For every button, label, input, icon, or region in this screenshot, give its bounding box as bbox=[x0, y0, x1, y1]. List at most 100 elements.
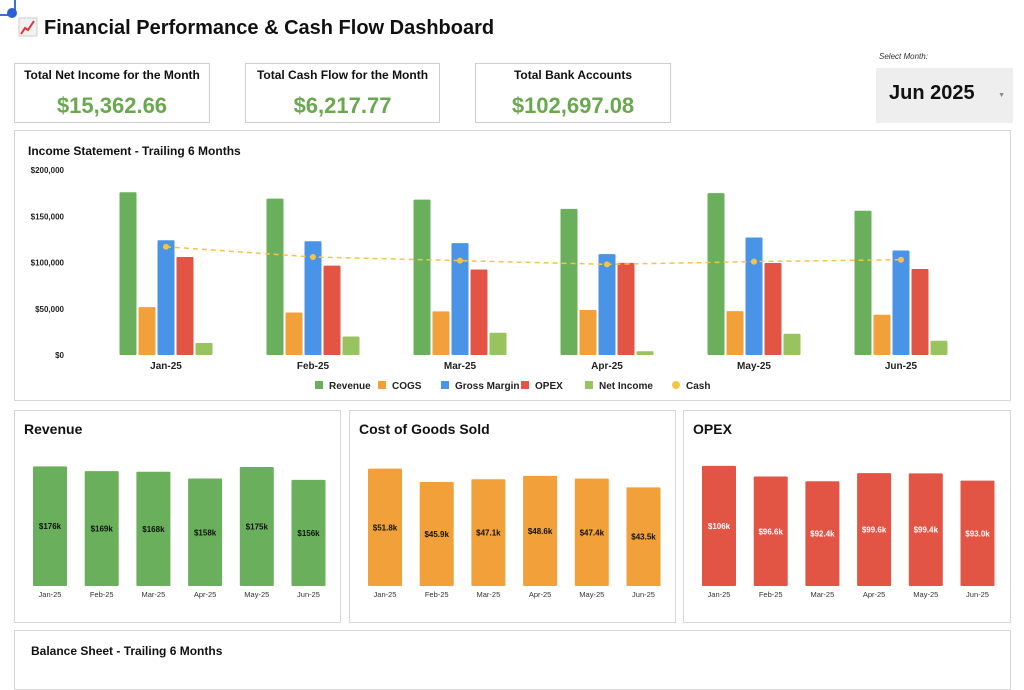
bar-gross-margin bbox=[892, 250, 910, 355]
dropdown-arrow-icon[interactable]: ▼ bbox=[998, 92, 1005, 99]
bar bbox=[702, 465, 736, 586]
kpi-bank-accounts: Total Bank Accounts $102,697.08 bbox=[475, 63, 671, 123]
x-tick-label: May-25 bbox=[244, 590, 269, 599]
data-label: $99.6k bbox=[862, 526, 887, 535]
data-label: $47.4k bbox=[580, 528, 605, 537]
bar-revenue bbox=[854, 210, 872, 355]
opex-panel: OPEX $106k Jan-25 $96.6k Feb-25 $92.4k Mar-25… bbox=[683, 410, 1011, 623]
balance-sheet-panel: Balance Sheet - Trailing 6 Months bbox=[14, 630, 1011, 690]
x-tick-label: Mar-25 bbox=[444, 361, 477, 372]
data-label: $48.6k bbox=[528, 527, 553, 536]
legend-label: Cash bbox=[686, 381, 710, 392]
bar bbox=[239, 467, 274, 586]
data-label: $156k bbox=[297, 529, 320, 538]
bar-net-income bbox=[342, 336, 360, 355]
y-tick-label: $100,000 bbox=[31, 259, 65, 268]
month-select-label: Select Month: bbox=[879, 52, 928, 61]
bar-opex bbox=[911, 268, 929, 355]
selection-handle-dot[interactable] bbox=[7, 8, 17, 18]
bar-net-income bbox=[636, 351, 654, 355]
data-label: $106k bbox=[708, 522, 731, 531]
data-label: $176k bbox=[39, 522, 62, 531]
month-select-dropdown[interactable]: Jun 2025 ▼ bbox=[876, 68, 1013, 123]
kpi-net-income: Total Net Income for the Month $15,362.6… bbox=[14, 63, 210, 123]
legend-marker bbox=[521, 381, 529, 389]
data-label: $93.0k bbox=[965, 529, 990, 538]
kpi-cash-flow: Total Cash Flow for the Month $6,217.77 bbox=[245, 63, 440, 123]
income-chart-title: Income Statement - Trailing 6 Months bbox=[28, 144, 241, 158]
bar bbox=[805, 481, 840, 586]
legend-marker bbox=[585, 381, 593, 389]
data-label: $51.8k bbox=[373, 523, 398, 532]
data-label: $96.6k bbox=[758, 527, 783, 536]
legend-label: COGS bbox=[392, 381, 422, 392]
bar bbox=[33, 466, 67, 586]
x-tick-label: Jan-25 bbox=[39, 590, 62, 599]
bar-opex bbox=[764, 263, 782, 355]
y-tick-label: $200,000 bbox=[31, 166, 65, 175]
kpi-value: $102,697.08 bbox=[511, 93, 635, 118]
bar-gross-margin bbox=[451, 243, 469, 355]
legend-label: OPEX bbox=[535, 381, 563, 392]
bar-revenue bbox=[119, 192, 137, 355]
bar-cogs bbox=[726, 311, 744, 355]
x-tick-label: Jan-25 bbox=[374, 590, 397, 599]
income-statement-panel: Income Statement - Trailing 6 Months $0 $… bbox=[14, 130, 1011, 401]
kpi-value: $15,362.66 bbox=[56, 93, 168, 118]
x-tick-label: Feb-25 bbox=[759, 590, 783, 599]
revenue-chart-title: Revenue bbox=[24, 421, 83, 437]
cash-line bbox=[165, 246, 902, 266]
bar-opex bbox=[323, 265, 341, 355]
x-tick-label: May-25 bbox=[579, 590, 604, 599]
opex-chart-title: OPEX bbox=[693, 421, 732, 437]
cash-point bbox=[898, 256, 904, 263]
bar bbox=[857, 473, 892, 586]
page-title-text: Financial Performance & Cash Flow Dashbo… bbox=[44, 17, 495, 39]
bar-cogs bbox=[138, 307, 156, 355]
bar bbox=[908, 473, 943, 586]
page-title: Financial Performance & Cash Flow Dashbo… bbox=[18, 17, 494, 40]
kpi-label: Total Cash Flow for the Month bbox=[256, 68, 429, 82]
bar bbox=[574, 478, 609, 586]
bar-cogs bbox=[285, 312, 303, 355]
data-label: $47.1k bbox=[476, 529, 501, 538]
x-tick-label: Feb-25 bbox=[90, 590, 114, 599]
cash-point bbox=[751, 258, 757, 265]
bar bbox=[136, 471, 171, 586]
x-tick-label: Apr-25 bbox=[529, 590, 552, 599]
bar bbox=[523, 475, 558, 586]
cogs-chart: $51.8k Jan-25 $45.9k Feb-25 $47.1k Mar-25 $48.… bbox=[368, 468, 661, 599]
bar-net-income bbox=[489, 332, 507, 355]
data-label: $43.5k bbox=[631, 533, 656, 542]
bar-cogs bbox=[579, 310, 597, 355]
bar bbox=[84, 471, 119, 586]
data-label: $168k bbox=[142, 525, 165, 534]
bar-gross-margin bbox=[745, 237, 763, 355]
x-tick-label: Apr-25 bbox=[591, 361, 623, 372]
cash-point bbox=[604, 261, 610, 268]
bar-net-income bbox=[195, 342, 213, 355]
x-tick-label: Mar-25 bbox=[811, 590, 835, 599]
bar bbox=[960, 480, 995, 586]
bar-revenue bbox=[707, 193, 725, 355]
bar-revenue bbox=[266, 198, 284, 355]
x-tick-label: Mar-25 bbox=[477, 590, 501, 599]
bar bbox=[626, 487, 661, 586]
y-tick-label: $0 bbox=[55, 351, 64, 360]
cash-point bbox=[457, 257, 463, 264]
bar-net-income bbox=[783, 333, 801, 355]
x-tick-label: Jun-25 bbox=[966, 590, 989, 599]
bar-gross-margin bbox=[304, 241, 322, 355]
bar-cogs bbox=[432, 311, 450, 355]
bar bbox=[368, 468, 402, 586]
bar-gross-margin bbox=[157, 240, 175, 355]
x-tick-label: Jan-25 bbox=[708, 590, 731, 599]
x-tick-label: Mar-25 bbox=[142, 590, 166, 599]
month-select-value: Jun 2025 bbox=[889, 82, 975, 104]
x-tick-label: May-25 bbox=[913, 590, 938, 599]
x-tick-label: Jun-25 bbox=[632, 590, 655, 599]
cogs-chart-title: Cost of Goods Sold bbox=[359, 421, 490, 437]
legend-label: Gross Margin bbox=[455, 381, 519, 392]
legend-cash-marker bbox=[672, 381, 680, 389]
kpi-label: Total Net Income for the Month bbox=[24, 68, 200, 82]
